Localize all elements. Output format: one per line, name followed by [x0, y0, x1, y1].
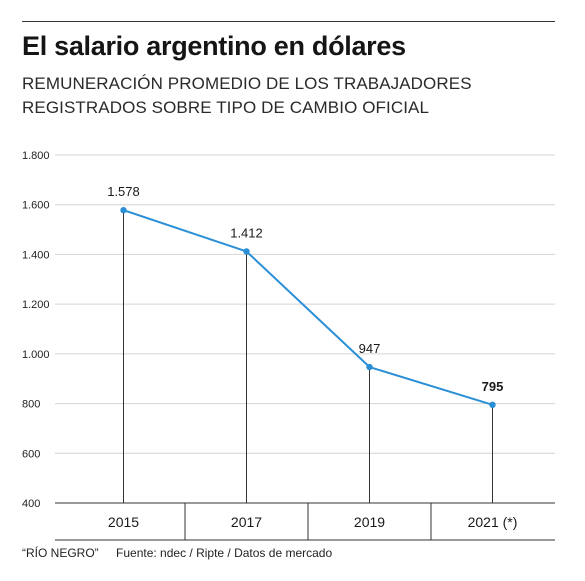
- y-tick-label: 1.400: [22, 249, 50, 261]
- series-line: [123, 209, 493, 406]
- x-axis: 2015 2017 2019 2021 (*): [55, 502, 555, 541]
- x-tick-label: 2021 (*): [468, 514, 518, 530]
- y-tick-label: 400: [22, 498, 40, 510]
- source-text: Fuente: ndec / Ripte / Datos de mercado: [116, 546, 333, 560]
- y-tick-label: 600: [22, 448, 40, 460]
- y-tick-label: 1.200: [22, 299, 50, 311]
- y-tick-label: 1.800: [22, 150, 50, 162]
- data-point: [366, 363, 373, 371]
- data-label: 1.578: [107, 184, 140, 199]
- data-point: [120, 206, 127, 214]
- series-layer: [120, 206, 496, 409]
- subtitle-line-1: REMUNERACIÓN PROMEDIO DE LOS TRABAJADORE…: [22, 74, 472, 93]
- chart-title: El salario argentino en dólares: [22, 31, 406, 61]
- data-point: [489, 401, 496, 409]
- drop-lines: [123, 210, 493, 503]
- top-rule: [22, 21, 555, 22]
- footer: “RÍO NEGRO” Fuente: ndec / Ripte / Datos…: [22, 546, 332, 560]
- y-tick-label: 1.000: [22, 349, 50, 361]
- y-tick-label: 800: [22, 399, 40, 411]
- y-tick-label: 1.600: [22, 200, 50, 212]
- data-label: 947: [359, 341, 381, 356]
- data-labels: 1.578 1.412 947 795: [107, 184, 503, 394]
- x-tick-label: 2017: [231, 514, 262, 530]
- credit-text: “RÍO NEGRO”: [22, 546, 99, 560]
- subtitle-line-2: REGISTRADOS SOBRE TIPO DE CAMBIO OFICIAL: [22, 98, 430, 117]
- x-tick-label: 2019: [354, 514, 385, 530]
- data-point: [243, 248, 250, 255]
- y-axis: 400 600 800 1.000 1.200 1.400 1.600 1.800: [22, 150, 50, 510]
- data-label: 795: [482, 379, 504, 394]
- x-tick-label: 2015: [108, 514, 139, 530]
- data-label: 1.412: [230, 225, 263, 240]
- chart-subtitle: REMUNERACIÓN PROMEDIO DE LOS TRABAJADORE…: [22, 72, 542, 120]
- grid-layer: [55, 154, 555, 454]
